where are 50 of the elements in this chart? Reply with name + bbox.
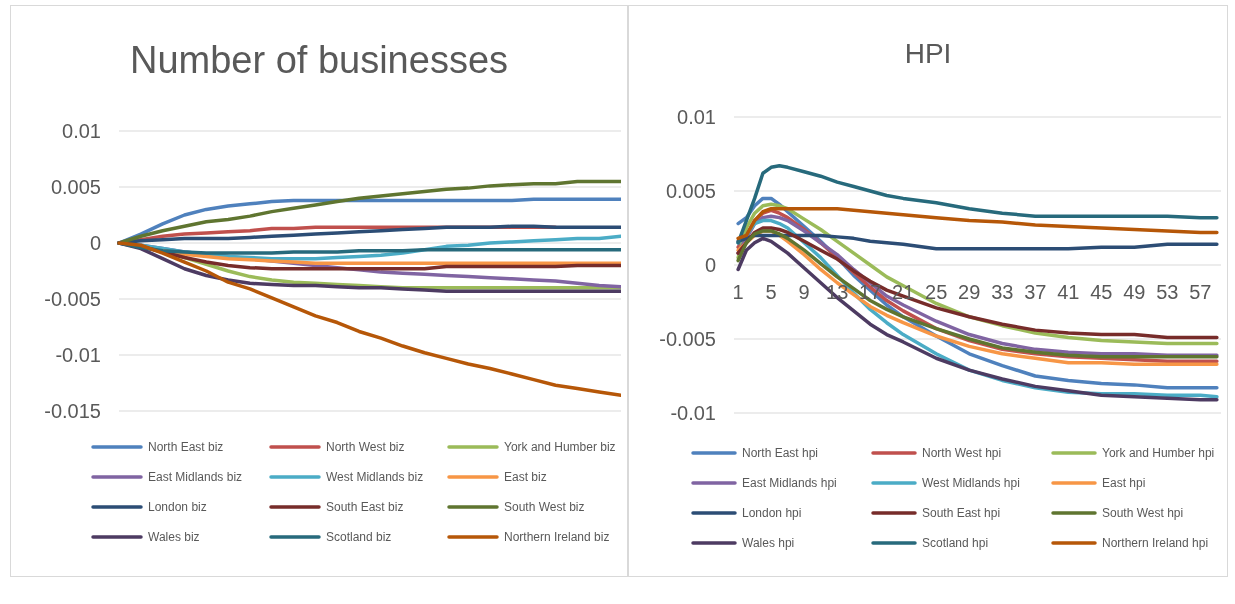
y-tick-label: -0.005 [44,288,101,311]
x-tick-label: 37 [1024,281,1047,303]
legend-label: Scotland hpi [922,536,989,550]
legend-label: Northern Ireland biz [504,530,610,544]
x-tick-label: 9 [798,281,810,303]
x-tick-label: 29 [958,281,981,303]
y-tick-label: -0.01 [670,402,716,425]
legend-label: South East biz [326,500,404,514]
legend-label: East hpi [1102,476,1146,490]
legend-label: South East hpi [922,506,1001,520]
legend-label: East Midlands hpi [742,476,837,490]
chart-title: HPI [904,38,952,70]
x-tick-label: 33 [991,281,1014,303]
x-tick-label: 17 [859,281,882,303]
x-tick-label: 1 [732,281,744,303]
x-tick-label: 5 [765,281,777,303]
x-tick-label: 53 [1156,281,1179,303]
y-tick-label: -0.015 [44,400,101,423]
legend-label: North West biz [326,440,405,454]
legend-label: West Midlands hpi [922,476,1020,490]
y-tick-label: 0.005 [665,180,716,203]
y-tick-label: 0 [704,254,716,277]
y-tick-label: -0.005 [659,328,716,351]
x-tick-label: 49 [1123,281,1146,303]
legend-label: East biz [504,470,547,484]
legend-label: West Midlands biz [326,470,424,484]
x-tick-label: 45 [1090,281,1113,303]
legend-label: South West biz [504,500,585,514]
y-tick-label: 0.01 [62,120,101,143]
legend-label: York and Humber biz [504,440,616,454]
legend-label: East Midlands biz [148,470,243,484]
x-tick-label: 41 [1057,281,1080,303]
x-tick-label: 57 [1189,281,1212,303]
legend-label: London hpi [742,506,802,520]
legend-label: London biz [148,500,207,514]
legend-label: North East hpi [742,446,819,460]
y-tick-label: 0 [89,232,101,255]
legend-label: York and Humber hpi [1102,446,1215,460]
y-tick-label: 0.005 [50,176,101,199]
legend-label: North East biz [148,440,224,454]
y-tick-label: 0.01 [677,106,716,129]
legend-label: South West hpi [1102,506,1184,520]
legend-label: North West hpi [922,446,1002,460]
x-tick-label: 25 [925,281,948,303]
legend-label: Northern Ireland hpi [1102,536,1209,550]
legend-label: Wales biz [148,530,200,544]
legend-label: Wales hpi [742,536,795,550]
chart-title: Number of businesses [129,38,509,82]
y-tick-label: -0.01 [55,344,101,367]
legend-label: Scotland biz [326,530,392,544]
